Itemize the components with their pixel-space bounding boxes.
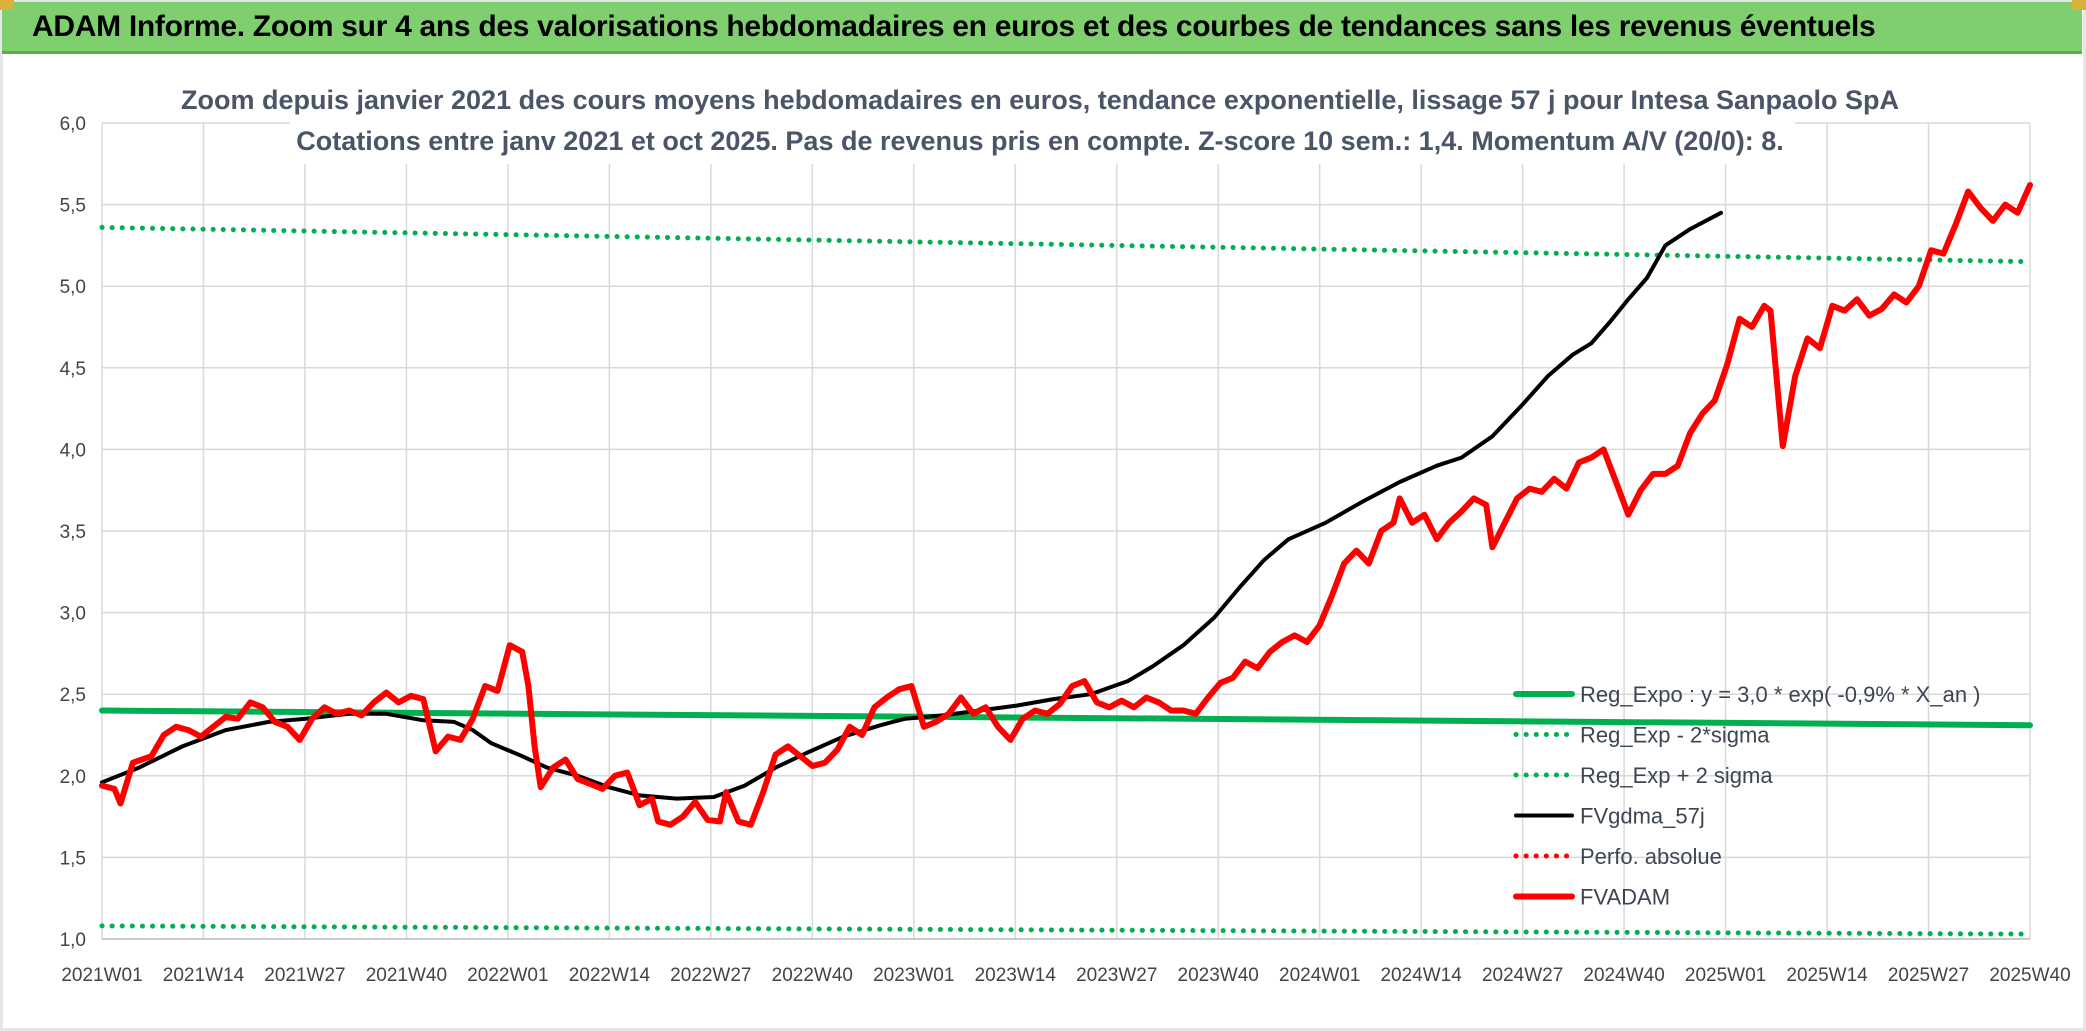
chart-subtitle: Cotations entre janv 2021 et oct 2025. P… [296, 126, 1784, 156]
y-tick-label: 1,0 [60, 930, 86, 951]
chart-title: Zoom depuis janvier 2021 des cours moyen… [181, 85, 1899, 115]
legend-label: Reg_Exp + 2 sigma [1580, 763, 1773, 788]
x-tick-label: 2021W27 [264, 965, 345, 986]
y-tick-label: 5,0 [60, 277, 86, 298]
x-tick-label: 2022W14 [569, 965, 651, 986]
y-tick-label: 2,0 [60, 767, 86, 788]
legend-label: FVADAM [1580, 885, 1670, 910]
x-tick-label: 2025W14 [1786, 965, 1868, 986]
series-line-2 [99, 224, 2033, 265]
legend-label: Reg_Expo : y = 3,0 * exp( -0,9% * X_an ) [1580, 682, 1981, 707]
y-tick-label: 2,5 [60, 685, 86, 706]
x-tick-label: 2024W27 [1482, 965, 1563, 986]
series-line-0 [99, 707, 2033, 729]
x-tick-label: 2024W40 [1583, 965, 1664, 986]
y-tick-label: 1,5 [60, 848, 86, 869]
x-tick-label: 2023W40 [1178, 965, 1259, 986]
y-tick-label: 4,0 [60, 440, 86, 461]
x-axis-ticks: 2021W01 2021W14 2021W27 2021W40 2022W01 2022W… [61, 965, 2070, 986]
x-tick-label: 2022W01 [467, 965, 548, 986]
x-tick-label: 2023W14 [975, 965, 1057, 986]
y-tick-label: 3,0 [60, 604, 86, 625]
x-tick-label: 2021W14 [163, 965, 245, 986]
y-tick-label: 6,0 [60, 114, 86, 135]
legend-label: Perfo. absolue [1580, 844, 1722, 869]
corner-decoration [2072, 0, 2086, 10]
x-tick-label: 2024W14 [1380, 965, 1462, 986]
x-tick-label: 2025W01 [1685, 965, 1766, 986]
legend-label: Reg_Exp - 2*sigma [1580, 723, 1770, 748]
series-line-1 [99, 923, 2033, 937]
x-tick-label: 2025W40 [1989, 965, 2070, 986]
x-tick-label: 2021W01 [61, 965, 142, 986]
series-line-5 [99, 182, 2033, 828]
legend-label: FVgdma_57j [1580, 804, 1705, 829]
y-axis-ticks: 1,0 1,5 2,0 2,5 3,0 3,5 4,0 4,5 5,0 5,5 6,0 [60, 114, 86, 951]
series-group [99, 182, 2033, 937]
x-tick-label: 2022W40 [772, 965, 853, 986]
corner-decoration [0, 0, 14, 10]
title-background [290, 82, 1795, 164]
grid [101, 122, 2031, 940]
x-tick-label: 2023W01 [873, 965, 954, 986]
x-tick-label: 2025W27 [1888, 965, 1969, 986]
x-tick-label: 2021W40 [366, 965, 447, 986]
legend: Reg_Expo : y = 3,0 * exp( -0,9% * X_an )… [1513, 682, 1981, 910]
x-tick-label: 2022W27 [670, 965, 751, 986]
y-tick-label: 5,5 [60, 196, 86, 217]
header-banner: ADAM Informe. Zoom sur 4 ans des valoris… [2, 2, 2082, 54]
y-tick-label: 3,5 [60, 522, 86, 543]
x-tick-label: 2024W01 [1279, 965, 1360, 986]
y-tick-label: 4,5 [60, 359, 86, 380]
banner-title: ADAM Informe. Zoom sur 4 ans des valoris… [32, 10, 1876, 43]
x-tick-label: 2023W27 [1076, 965, 1157, 986]
